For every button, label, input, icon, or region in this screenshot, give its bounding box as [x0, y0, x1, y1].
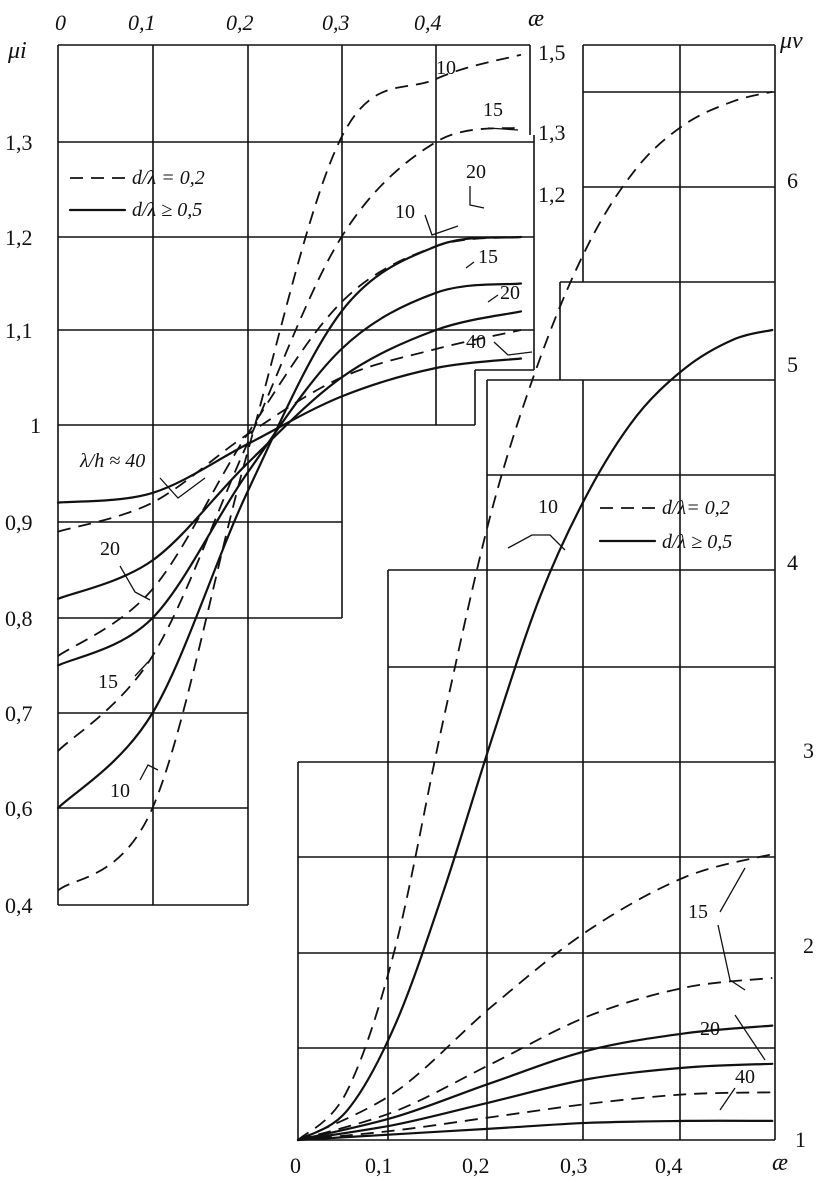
lower-panel-grid: [297, 44, 776, 1141]
series-line-dashed-40: [297, 1091, 773, 1141]
curve-label-leader: [734, 1014, 766, 1061]
upper-right-y-tick: 1,5: [538, 40, 566, 65]
curve-label: 15: [98, 671, 118, 693]
upper-y-tick: 1,1: [5, 318, 33, 343]
curve-label-leader: [465, 261, 475, 269]
curve-label: 15: [688, 901, 708, 923]
curve-label: 20: [700, 1018, 720, 1040]
curve-label-leader: [424, 214, 459, 236]
series-line-dashed-20: [297, 977, 773, 1141]
series-line-solid-15: [56, 282, 523, 667]
series-line-solid-40: [56, 357, 523, 504]
upper-y-tick: 0,7: [5, 701, 33, 726]
series-line-dashed-10: [57, 53, 522, 892]
lower-y-axis-label: μv: [779, 28, 803, 54]
lower-panel-curves: [296, 90, 774, 1142]
lower-x-axis-label: æ: [772, 1150, 788, 1176]
series-line-dashed-15: [57, 126, 522, 752]
upper-panel-grid: [57, 44, 535, 906]
curve-label-leader: [507, 534, 566, 551]
curve-label: 10: [538, 496, 558, 518]
series-line-dashed-40: [57, 329, 522, 533]
series-line-solid-10: [296, 328, 774, 1142]
series-line-solid-20: [56, 310, 523, 600]
lower-y-tick: 1: [795, 1127, 806, 1152]
curve-label: 10: [436, 57, 456, 79]
upper-y-tick: 0,8: [5, 606, 33, 631]
lower-y-tick: 2: [803, 933, 814, 958]
upper-right-y-tick: 1,2: [538, 182, 566, 207]
lower-y-tick: 4: [787, 550, 798, 575]
lower-y-tick: 3: [803, 738, 814, 763]
lower-x-tick: 0: [290, 1153, 301, 1178]
lower-y-tick: 5: [787, 352, 798, 377]
lower-legend: d/λ= 0,2 d/λ ≥ 0,5: [598, 497, 732, 553]
curve-label: 20: [500, 282, 520, 304]
legend-label: d/λ = 0,2: [132, 167, 205, 189]
upper-x-tick: 0,2: [226, 10, 254, 35]
upper-y-axis-label: μi: [7, 38, 27, 64]
curve-label: 10: [110, 780, 130, 802]
annotation-leader: [159, 477, 206, 499]
lower-x-tick: 0,1: [365, 1153, 393, 1178]
curve-label-leader: [493, 341, 533, 356]
upper-x-tick: 0: [55, 10, 66, 35]
curve-label-leader: [719, 1087, 736, 1111]
lower-x-tick: 0,4: [655, 1153, 683, 1178]
upper-y-tick: 0,9: [5, 510, 33, 535]
upper-y-tick: 1,2: [5, 225, 33, 250]
upper-x-tick: 0,1: [128, 10, 156, 35]
curve-label: 15: [478, 246, 498, 268]
series-line-solid-20: [296, 1062, 774, 1142]
curve-label: 10: [395, 201, 415, 223]
upper-right-y-tick: 1,3: [538, 120, 566, 145]
curve-label-leader: [719, 867, 746, 913]
legend-label: d/λ= 0,2: [662, 497, 730, 519]
lower-y-tick: 6: [787, 168, 798, 193]
curve-label-leader: [469, 186, 485, 209]
upper-y-tick: 0,6: [5, 796, 33, 821]
curve-label-leader: [134, 661, 149, 677]
series-line-dashed-15: [297, 853, 773, 1141]
upper-y-tick: 0,4: [5, 893, 33, 918]
series-line-solid-15: [296, 1024, 774, 1142]
curve-label-leader: [119, 565, 151, 601]
lambda-h-annotation: λ/h ≈ 40: [79, 450, 145, 472]
upper-x-tick: 0,3: [322, 10, 350, 35]
curve-label: 20: [466, 161, 486, 183]
legend-label: d/λ ≥ 0,5: [132, 199, 202, 221]
legend-label: d/λ ≥ 0,5: [662, 531, 732, 553]
curve-label: 15: [483, 99, 503, 121]
series-line-dashed-10: [297, 90, 773, 1141]
series-line-solid-40: [296, 1119, 774, 1142]
curve-label: 20: [100, 538, 120, 560]
upper-x-axis-label: æ: [528, 6, 544, 32]
curve-label-leader: [717, 924, 746, 991]
upper-panel-curves: [56, 53, 523, 892]
upper-y-tick: 1,3: [5, 130, 33, 155]
upper-x-tick: 0,4: [414, 10, 442, 35]
series-line-dashed-20: [57, 236, 522, 657]
curve-label: 40: [466, 331, 486, 353]
upper-legend: d/λ = 0,2 d/λ ≥ 0,5: [68, 167, 205, 221]
lower-x-tick: 0,3: [560, 1153, 588, 1178]
curve-label-leader: [139, 764, 159, 781]
upper-y-tick: 1: [30, 413, 41, 438]
curve-label-leader: [487, 127, 519, 131]
curve-label-leader: [487, 294, 499, 303]
lower-x-tick: 0,2: [462, 1153, 490, 1178]
curve-label: 40: [735, 1066, 755, 1088]
